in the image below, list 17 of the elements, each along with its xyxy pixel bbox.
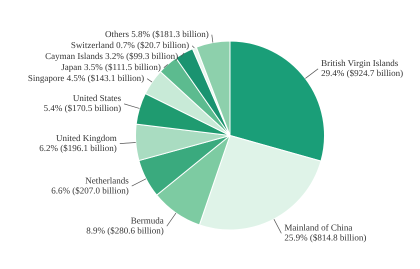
slice-label: Mainland of China: [284, 222, 352, 233]
data-label: 5.4% ($170.5 billion): [44, 103, 122, 114]
data-label: 25.9% ($814.8 billion): [284, 232, 366, 243]
slice-label: United States: [72, 93, 122, 104]
data-label: 8.9% ($280.6 billion): [86, 226, 164, 236]
slice-label: Switzerland 0.7% ($20.7 billion): [70, 40, 190, 50]
data-label: 6.6% ($207.0 billion): [51, 185, 129, 196]
slice-label: Others 5.8% ($181.3 billion): [105, 29, 209, 40]
slice-label: Japan 3.5% ($111.5 billion): [61, 62, 161, 72]
slice-label: Singapore 4.5% ($143.1 billion): [28, 73, 144, 84]
slice-label: British Virgin Islands: [321, 58, 399, 68]
slice-label: United Kingdom: [56, 133, 117, 143]
data-label: 6.2% ($196.1 billion): [39, 143, 117, 153]
slice-label: Cayman Islands 3.2% ($99.3 billion): [45, 51, 178, 62]
slice-label: Netherlands: [85, 175, 130, 186]
data-label: 29.4% ($924.7 billion): [321, 68, 404, 78]
slice-label: Bermuda: [130, 216, 164, 226]
